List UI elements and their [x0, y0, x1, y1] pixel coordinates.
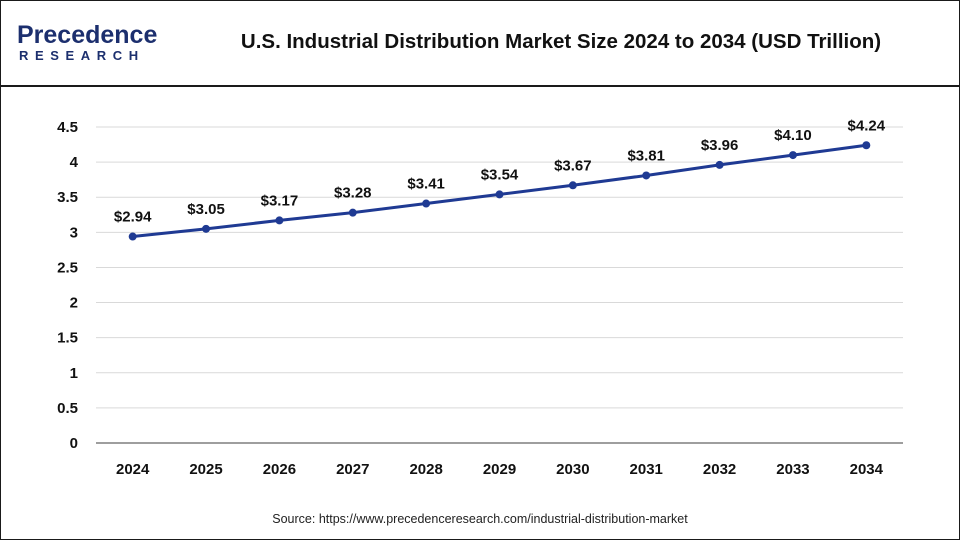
y-tick-label: 4.5 — [57, 119, 78, 136]
data-point — [275, 216, 284, 225]
x-tick-label: 2029 — [483, 461, 516, 478]
data-point — [788, 151, 797, 160]
header: Precedence RESEARCH U.S. Industrial Dist… — [1, 1, 959, 87]
data-label: $3.81 — [627, 147, 665, 164]
data-label: $3.41 — [407, 176, 445, 193]
x-tick-label: 2034 — [850, 461, 884, 478]
brand-name: Precedence — [17, 21, 158, 49]
data-label: $4.10 — [774, 127, 812, 144]
data-point — [128, 232, 137, 241]
brand-logo: Precedence RESEARCH — [17, 21, 167, 65]
data-point — [862, 141, 871, 150]
x-tick-label: 2028 — [409, 461, 442, 478]
x-tick-label: 2033 — [776, 461, 809, 478]
y-tick-label: 2.5 — [57, 259, 78, 276]
data-label: $3.17 — [261, 192, 299, 209]
data-point — [422, 199, 431, 208]
y-tick-label: 1 — [70, 365, 78, 382]
y-tick-label: 3.5 — [57, 189, 78, 206]
y-tick-label: 4 — [70, 154, 79, 171]
data-label: $4.24 — [848, 117, 886, 134]
data-label: $3.54 — [481, 166, 519, 183]
y-tick-label: 0 — [70, 435, 78, 452]
data-point — [348, 208, 357, 217]
data-point — [202, 224, 211, 233]
x-tick-label: 2031 — [630, 461, 663, 478]
data-label: $3.96 — [701, 137, 739, 154]
brand-subtitle: RESEARCH — [19, 48, 145, 63]
data-point — [495, 190, 504, 199]
line-chart: 0 0.5 1 1.5 2 2.5 3 3.5 4 4.5 2024 2025 2026 2027 2028… — [57, 117, 903, 478]
y-tick-label: 3 — [70, 224, 78, 241]
data-label: $3.67 — [554, 157, 592, 174]
x-tick-label: 2024 — [116, 461, 150, 478]
x-tick-label: 2032 — [703, 461, 736, 478]
data-point — [568, 181, 577, 190]
x-tick-label: 2026 — [263, 461, 296, 478]
chart-title: U.S. Industrial Distribution Market Size… — [240, 30, 882, 53]
x-tick-label: 2025 — [189, 461, 222, 478]
x-tick-label: 2027 — [336, 461, 369, 478]
data-point — [642, 171, 651, 180]
x-tick-label: 2030 — [556, 461, 589, 478]
y-tick-label: 2 — [70, 295, 78, 312]
source-note: Source: https://www.precedenceresearch.c… — [272, 512, 688, 526]
y-tick-label: 0.5 — [57, 400, 78, 417]
data-label: $2.94 — [114, 209, 152, 226]
data-label: $3.05 — [187, 201, 225, 218]
data-label: $3.28 — [334, 185, 372, 202]
y-tick-label: 1.5 — [57, 330, 78, 347]
data-point — [715, 160, 724, 169]
